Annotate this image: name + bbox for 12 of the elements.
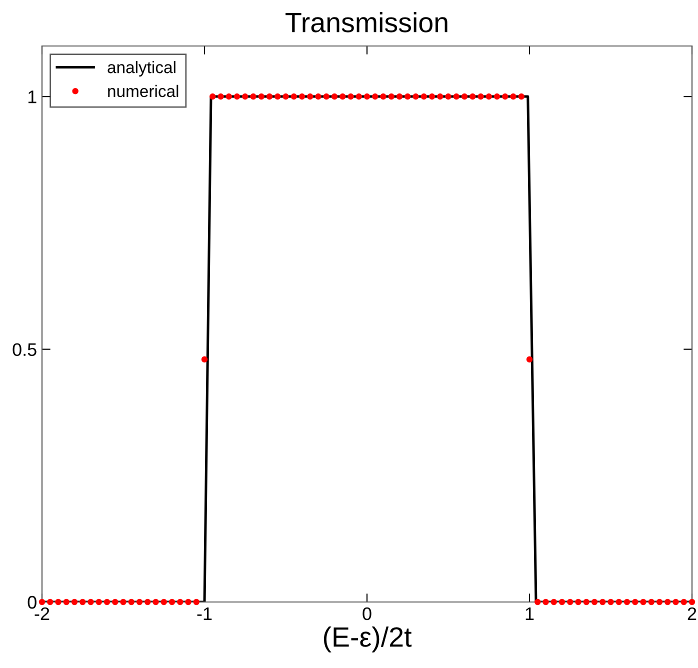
- legend-label: analytical: [108, 61, 176, 77]
- x-tick-label: 2: [688, 607, 696, 620]
- x-tick-label: -1: [197, 608, 212, 620]
- y-tick-label: 1: [28, 90, 36, 104]
- legend-label: numerical: [108, 84, 178, 98]
- x-tick-label: 1: [526, 608, 534, 620]
- chart-title: Transmission: [286, 12, 448, 32]
- y-tick-label: 0.5: [12, 343, 36, 356]
- x-axis-title: (E-ε)/2t: [324, 626, 412, 652]
- x-tick-label: -2: [34, 607, 50, 620]
- y-tick-label: 0: [28, 596, 36, 609]
- x-tick-label: 0: [362, 607, 372, 620]
